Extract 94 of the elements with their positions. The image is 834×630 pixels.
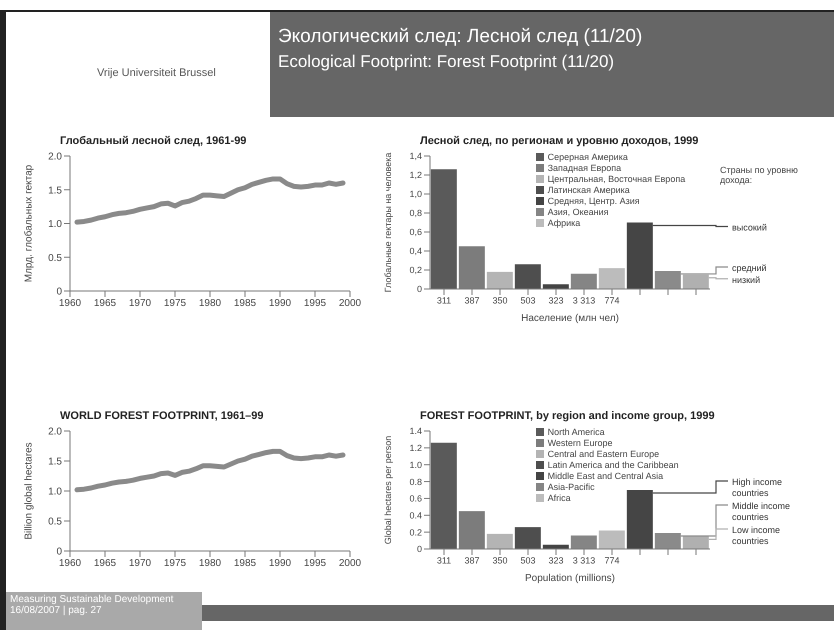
x-tick-label: 1960: [58, 298, 82, 310]
text: Vrije Universiteit Brussel: [97, 67, 216, 79]
x-tick-label: 311: [436, 555, 452, 566]
x-tick-label: 387: [464, 555, 480, 566]
y-tick-label: 0.6: [409, 494, 422, 504]
y-tick-label: 0: [56, 286, 62, 298]
legend-label: Центральная, Восточная Европа: [546, 173, 686, 184]
x-tick-label: 1980: [198, 558, 222, 570]
y-tick-label: 0.8: [409, 476, 422, 487]
y-tick-label: 1.2: [409, 443, 422, 454]
y-tick-label: 1.0: [48, 219, 62, 230]
legend-label: низкий: [732, 274, 760, 285]
y-tick-label: 0: [416, 284, 422, 294]
text: Экологический след: Лесной след (11/20): [278, 26, 644, 48]
legend-label: Западная Европа: [546, 162, 622, 173]
legend-label: North America: [546, 426, 606, 437]
legend-label: Africa: [546, 492, 572, 503]
y-tick-label: 1.0: [409, 460, 422, 470]
text: Ecological Footprint: Forest Footprint (11/20): [278, 52, 616, 72]
x-tick-label: 1995: [304, 558, 327, 570]
x-tick-label: 1995: [304, 298, 327, 310]
x-tick-label: 350: [492, 555, 508, 566]
text: Measuring Sustainable Development: [10, 594, 174, 605]
text: Middle income countries: [732, 501, 790, 522]
y-tick-label: 0,4: [409, 246, 422, 256]
x-tick-label: 2000: [338, 298, 362, 310]
x-tick-label: 1980: [198, 298, 222, 310]
x-tick-label: 350: [492, 295, 508, 306]
text: High income countries: [732, 477, 782, 498]
x-axis-title: Население (млн чел): [521, 313, 619, 324]
legend-label: Central and Eastern Europe: [546, 448, 660, 459]
y-tick-label: 0,2: [409, 265, 422, 276]
legend-label: Латинская Америка: [546, 184, 631, 195]
y-tick-label: 0: [56, 546, 62, 558]
x-tick-label: 2000: [338, 558, 362, 570]
x-tick-label: 3 313: [572, 295, 596, 306]
x-tick-label: 1965: [94, 298, 117, 310]
y-tick-label: 0: [416, 544, 422, 554]
y-tick-label: 0.4: [409, 510, 422, 520]
y-axis-title: Млрд. глобальных гектар: [24, 164, 35, 282]
x-tick-label: 774: [604, 555, 620, 566]
legend-label: Middle East and Central Asia: [546, 470, 664, 481]
x-tick-label: 1960: [58, 558, 82, 570]
x-tick-label: 1985: [234, 558, 257, 570]
x-tick-label: 503: [520, 295, 536, 306]
y-tick-label: 0.2: [409, 527, 422, 538]
x-tick-label: 1985: [234, 298, 257, 310]
text: средний: [732, 263, 767, 273]
legend-label: Low income countries: [732, 525, 780, 546]
x-tick-label: 311: [436, 295, 452, 306]
x-tick-label: 1970: [128, 298, 152, 310]
y-axis-title: Billion global hectares: [24, 442, 35, 540]
y-tick-label: 0.5: [48, 252, 62, 264]
y-tick-label: 2.0: [48, 152, 62, 163]
x-tick-label: 774: [604, 295, 620, 306]
chart-title: FOREST FOOTPRINT, by region and income group, 1999: [419, 410, 716, 424]
chart-title: Глобальный лесной след, 1961-99: [59, 135, 248, 149]
x-tick-label: 503: [520, 555, 536, 566]
y-tick-label: 2.0: [48, 426, 62, 438]
y-tick-label: 1.5: [48, 185, 62, 196]
legend-label: Африка: [546, 217, 582, 228]
legend-label: Asia-Pacific: [546, 481, 596, 492]
x-tick-label: 1970: [128, 558, 152, 570]
legend-label: Серерная Америка: [546, 151, 629, 162]
text: Страны по уровню дохода:: [720, 165, 799, 185]
x-tick-label: 3 313: [572, 555, 596, 566]
x-tick-label: 1975: [164, 558, 187, 570]
x-tick-label: 387: [464, 295, 480, 306]
y-tick-label: 0,6: [409, 227, 422, 238]
y-axis-title: Global hectares per person: [383, 436, 394, 544]
x-tick-label: 323: [548, 295, 564, 306]
x-tick-label: 1990: [268, 298, 292, 310]
y-tick-label: 1.0: [48, 486, 62, 498]
chart-title: Лесной след, по регионам и уровню доходов, 1999: [419, 135, 700, 149]
x-tick-label: 1975: [164, 298, 187, 310]
text: высокий: [732, 222, 767, 232]
legend-label: Азия, Океания: [546, 206, 610, 217]
y-tick-label: 0,8: [409, 208, 422, 218]
text: 16/08/2007 | pag. 27: [10, 605, 103, 616]
y-tick-label: 1,4: [409, 151, 422, 162]
legend-label: Western Europe: [546, 437, 614, 448]
y-tick-label: 0.5: [48, 516, 62, 528]
x-axis-title: Population (millions): [524, 573, 616, 584]
chart-title: WORLD FOREST FOOTPRINT, 1961–99: [59, 410, 265, 424]
y-tick-label: 1.5: [48, 456, 62, 468]
legend-label: Средняя, Центр. Азия: [546, 195, 641, 206]
x-tick-label: 1990: [268, 558, 292, 570]
y-tick-label: 1,0: [409, 189, 422, 200]
y-tick-label: 1,2: [409, 170, 422, 180]
y-tick-label: 1.4: [409, 426, 422, 436]
legend-label: Latin America and the Caribbean: [546, 459, 679, 470]
x-tick-label: 323: [548, 555, 564, 566]
x-tick-label: 1965: [94, 558, 117, 570]
y-axis-title: Глобальные гектары на человека: [383, 152, 394, 292]
